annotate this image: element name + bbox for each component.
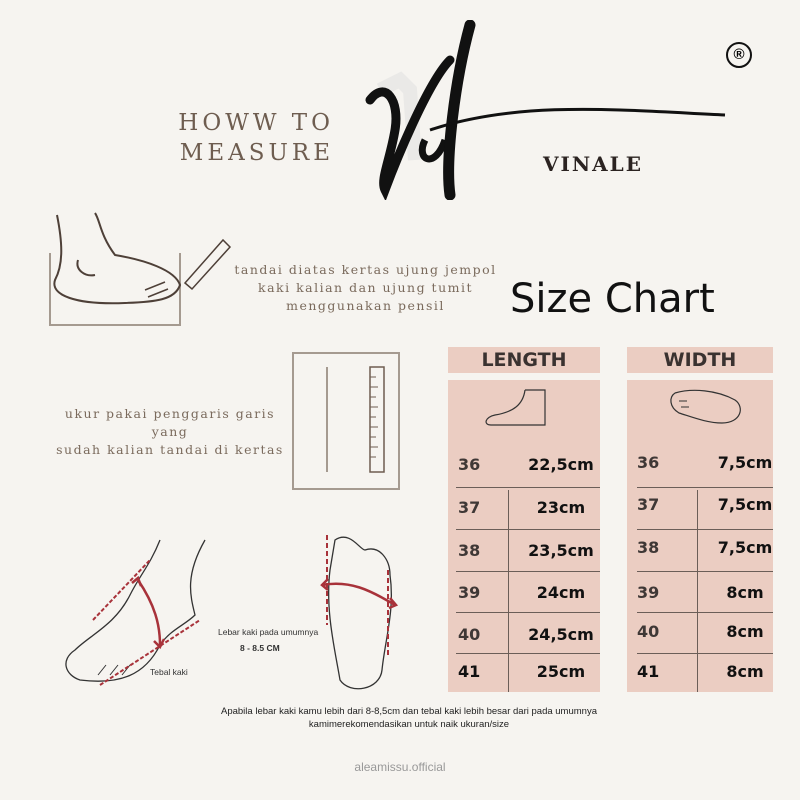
width-table: 36 7,5cm 37 7,5cm 38 7,5cm 39 8cm 40 8cm 41 8c… — [627, 380, 773, 692]
row-divider — [456, 571, 600, 572]
table-row: 38 23,5cm — [458, 530, 600, 572]
brand-name: VINALE — [543, 152, 643, 176]
width-cell: 8cm — [726, 662, 764, 681]
length-cell: 22,5cm — [528, 455, 594, 474]
table-row: 38 7,5cm — [637, 527, 773, 569]
step-1-line: tandai diatas kertas ujung jempol — [234, 262, 497, 277]
recommendation-note: Apabila lebar kaki kamu lebih dari 8-8,5… — [221, 706, 597, 730]
width-cell: 7,5cm — [717, 538, 773, 557]
thickness-label: Tebal kaki — [150, 667, 188, 677]
step-2-text: ukur pakai penggaris garis yang sudah ka… — [50, 405, 290, 459]
foot-width-illustration — [320, 535, 399, 690]
width-cell: 8cm — [726, 622, 764, 641]
row-divider — [637, 529, 773, 530]
foot-thickness-illustration — [65, 539, 206, 686]
table-row: 41 25cm — [458, 651, 600, 693]
width-value: 8 - 8.5 CM — [240, 643, 280, 653]
length-cell: 23cm — [536, 498, 586, 517]
width-cell: 8cm — [726, 583, 764, 602]
foot-side-icon — [485, 389, 546, 426]
table-row: 41 8cm — [637, 651, 773, 693]
size-cell: 37 — [458, 498, 481, 517]
row-divider — [456, 529, 600, 530]
row-divider — [456, 487, 600, 488]
how-to-measure-title: HOWW TO MEASURE — [122, 108, 334, 168]
step-1-line: kaki kalian dan ujung tumit — [258, 280, 473, 295]
width-cell: 7,5cm — [717, 495, 773, 514]
foot-top-icon — [670, 389, 741, 424]
step-2-line: ukur pakai penggaris garis yang — [64, 406, 276, 439]
registered-mark: ® — [726, 42, 752, 68]
title-line-2: MEASURE — [179, 140, 334, 166]
length-cell: 24,5cm — [528, 625, 594, 644]
row-divider — [637, 571, 773, 572]
size-cell: 41 — [637, 662, 660, 681]
table-row: 36 22,5cm — [458, 444, 600, 486]
length-header: LENGTH — [448, 347, 600, 373]
size-cell: 41 — [458, 662, 481, 681]
table-row: 39 8cm — [637, 572, 773, 614]
size-cell: 36 — [637, 453, 660, 472]
table-row: 40 24,5cm — [458, 614, 600, 656]
length-cell: 23,5cm — [528, 541, 594, 560]
table-row: 40 8cm — [637, 611, 773, 653]
size-cell: 40 — [458, 625, 481, 644]
step-1-text: tandai diatas kertas ujung jempol kaki k… — [228, 261, 503, 315]
size-cell: 39 — [458, 583, 481, 602]
width-cell: 7,5cm — [717, 453, 773, 472]
column-divider — [697, 490, 698, 692]
size-cell: 39 — [637, 583, 660, 602]
table-row: 37 23cm — [458, 487, 600, 529]
step-2-line: sudah kalian tandai di kertas — [56, 442, 284, 457]
title-line-1: HOWW TO — [178, 110, 334, 136]
table-row: 36 7,5cm — [637, 442, 773, 484]
size-cell: 38 — [458, 541, 481, 560]
size-cell: 37 — [637, 495, 660, 514]
foot-pencil-illustration — [49, 212, 232, 326]
length-cell: 24cm — [536, 583, 586, 602]
column-divider — [508, 490, 509, 692]
ruler-illustration — [292, 352, 400, 490]
row-divider — [456, 653, 600, 654]
footer-handle: aleamissu.official — [354, 760, 446, 774]
size-cell: 40 — [637, 622, 660, 641]
length-cell: 25cm — [536, 662, 586, 681]
row-divider — [456, 612, 600, 613]
table-row: 39 24cm — [458, 572, 600, 614]
width-header: WIDTH — [627, 347, 773, 373]
row-divider — [637, 612, 773, 613]
size-cell: 36 — [458, 455, 481, 474]
table-row: 37 7,5cm — [637, 484, 773, 526]
length-table: 36 22,5cm 37 23cm 38 23,5cm 39 24cm 40 24,5cm… — [448, 380, 600, 692]
vinale-logo — [365, 20, 726, 200]
row-divider — [637, 487, 773, 488]
size-cell: 38 — [637, 538, 660, 557]
row-divider — [637, 653, 773, 654]
step-1-line: menggunakan pensil — [286, 298, 445, 313]
width-label: Lebar kaki pada umumnya — [218, 627, 319, 637]
size-chart-title: Size Chart — [510, 276, 715, 322]
